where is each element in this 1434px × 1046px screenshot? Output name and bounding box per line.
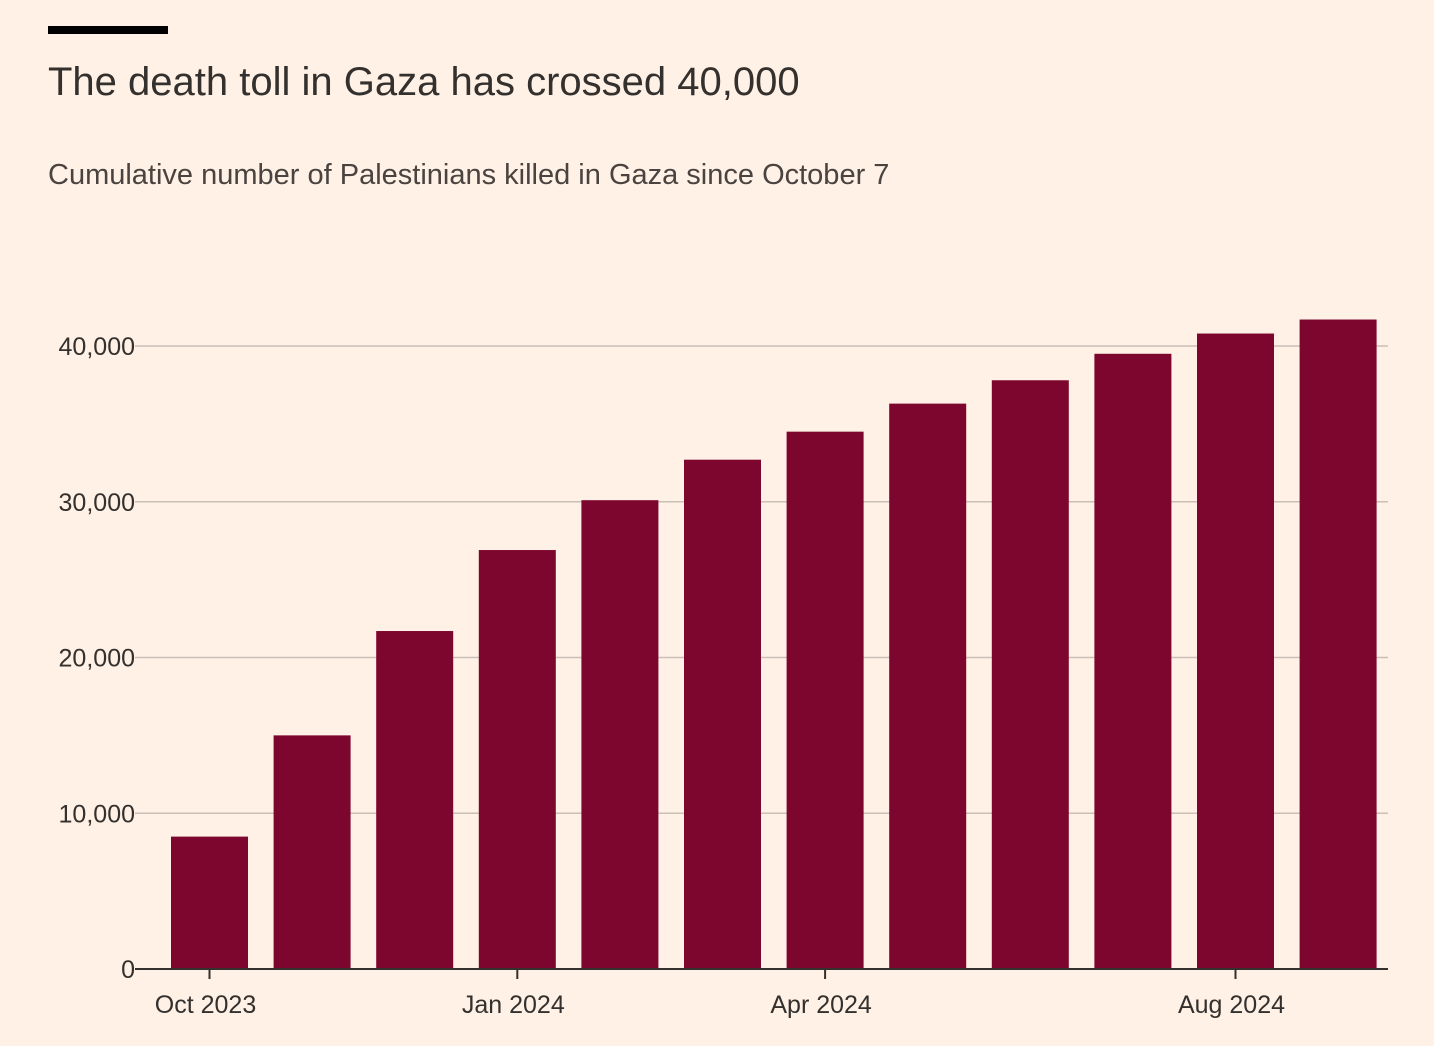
- x-tick-label: Jan 2024: [462, 991, 565, 1019]
- x-tick-label: Apr 2024: [770, 991, 872, 1019]
- y-tick-label: 30,000: [59, 489, 135, 517]
- y-tick-label: 0: [121, 956, 135, 984]
- x-tick-label: Oct 2023: [155, 991, 256, 1019]
- bar: [889, 403, 967, 969]
- bar: [273, 735, 351, 969]
- x-tick-label: Aug 2024: [1178, 991, 1285, 1019]
- chart-subtitle: Cumulative number of Palestinians killed…: [48, 159, 890, 191]
- top-accent-rule: [48, 26, 168, 34]
- chart-title: The death toll in Gaza has crossed 40,00…: [48, 60, 800, 104]
- bar: [1197, 333, 1274, 969]
- y-tick-label: 40,000: [59, 333, 135, 361]
- bar: [478, 550, 556, 969]
- bar: [376, 631, 454, 969]
- bar: [786, 431, 864, 970]
- y-tick-label: 10,000: [59, 800, 135, 828]
- bar: [171, 836, 248, 969]
- y-tick-label: 20,000: [59, 645, 135, 673]
- bar: [1299, 319, 1377, 970]
- bar: [684, 459, 761, 969]
- bar: [1094, 353, 1172, 970]
- bar: [581, 500, 659, 969]
- bar: [991, 380, 1069, 969]
